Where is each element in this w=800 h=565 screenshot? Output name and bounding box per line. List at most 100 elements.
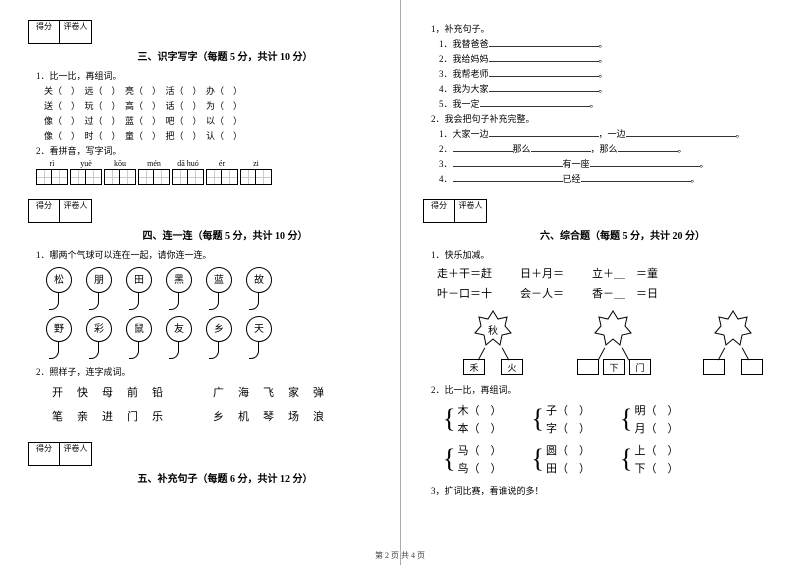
balloon-string-icon [209,341,219,359]
score-box-4: 得分 评卷人 [28,199,382,223]
answer-box: 下 [603,359,625,375]
star-icon: 秋 [473,309,513,349]
fill-line: 2．那么，那么。 [439,142,782,155]
compare-row: 关（ ） 远（ ） 亮（ ） 活（ ） 办（ ） [44,84,382,97]
word-char: 乡 [213,408,224,424]
brace-top: 马（ ） [457,442,501,458]
char-pair: ér [206,159,238,185]
balloon: 黑 [166,267,192,310]
score-cell: 得分 [28,442,60,466]
word-row: 开快母前铅 [52,384,163,400]
brace-icon: { [620,449,632,469]
balloon: 田 [126,267,152,310]
score-cell: 得分 [28,20,60,44]
balloon: 天 [246,316,272,359]
math-expr: 叶－口＝十 [437,285,492,301]
word-char: 场 [288,408,299,424]
brace-item: { 马（ ）鸟（ ） [443,442,501,476]
fill-sentence: 5．我一定。 [439,97,782,110]
q4-2-label: 2．照样子，连字成词。 [36,365,382,378]
compare-grid: 关（ ） 远（ ） 亮（ ） 活（ ） 办（ ）送（ ） 玩（ ） 高（ ） 话… [28,84,382,142]
word-char: 家 [288,384,299,400]
word-char: 笔 [52,408,63,424]
score-box-3: 得分 评卷人 [28,20,382,44]
pinyin-label: rì [50,159,55,169]
word-char: 海 [238,384,249,400]
word-char: 门 [127,408,138,424]
brace-item: { 木（ ）本（ ） [443,402,501,436]
balloon: 野 [46,316,72,359]
balloon-string-icon [209,292,219,310]
balloon-char: 野 [46,316,72,342]
score-box-5: 得分 评卷人 [28,442,382,466]
char-box [104,169,120,185]
math-row: 走＋干＝赶日＋月＝立＋＿ ＝童 [437,265,782,281]
balloon-char: 蓝 [206,267,232,293]
fill-sentence: 3．我帮老师。 [439,67,782,80]
pinyin-label: dā huó [177,159,199,169]
balloon-char: 田 [126,267,152,293]
balloon-char: 朋 [86,267,112,293]
brace-top: 子（ ） [546,402,590,418]
balloon-char: 鼠 [126,316,152,342]
brace-icon: { [531,409,543,429]
math-row: 叶－口＝十会－人＝香－＿ ＝日 [437,285,782,301]
balloon-char: 故 [246,267,272,293]
brace-row: { 木（ ）本（ ）{ 子（ ）字（ ）{ 明（ ）月（ ） [443,402,782,436]
star-icon [593,309,633,349]
brace-top: 上（ ） [634,442,678,458]
brace-bot: 下（ ） [634,460,678,476]
balloon-string-icon [129,292,139,310]
q4-1-label: 1．哪两个气球可以连在一起，请你连一连。 [36,248,382,261]
balloon-string-icon [49,292,59,310]
math-expr: 日＋月＝ [520,265,564,281]
char-box [256,169,272,185]
balloon-char: 彩 [86,316,112,342]
brace-icon: { [531,449,543,469]
brace-icon: { [443,449,455,469]
section-4-title: 四、连一连（每题 5 分，共计 10 分） [68,227,382,242]
char-pair: zi [240,159,272,185]
fill-line: 3．有一座。 [439,157,782,170]
balloon-string-icon [169,292,179,310]
balloon-char: 黑 [166,267,192,293]
char-pair: kōu [104,159,136,185]
word-char: 前 [127,384,138,400]
char-box [70,169,86,185]
word-row: 笔亲进门乐 [52,408,163,424]
star-icon [713,309,753,349]
char-box [120,169,136,185]
left-column: 得分 评卷人 三、识字写字（每题 5 分，共计 10 分） 1．比一比，再组词。… [0,0,400,565]
math-expr: 会－人＝ [520,285,564,301]
compare-row: 像（ ） 过（ ） 蓝（ ） 吧（ ） 以（ ） [44,114,382,127]
balloon: 松 [46,267,72,310]
math-expr: 走＋干＝赶 [437,265,492,281]
word-char: 乐 [152,408,163,424]
answer-box [577,359,599,375]
word-char: 琴 [263,408,274,424]
answer-box: 火 [501,359,523,375]
char-box [154,169,170,185]
char-box [86,169,102,185]
char-pair: dā huó [172,159,204,185]
balloon-char: 天 [246,316,272,342]
star-group [693,309,773,379]
char-box [188,169,204,185]
brace-bot: 田（ ） [546,460,590,476]
q3-2-label: 2．看拼音，写字词。 [36,144,382,157]
q6-3-label: 3，扩词比赛，看谁说的多！ [431,484,782,497]
brace-bot: 本（ ） [457,420,501,436]
star-group: 秋 禾 火 [453,309,533,379]
brace-top: 圆（ ） [546,442,590,458]
star-row: 秋 禾 火 下 门 [453,309,782,379]
pinyin-label: zi [253,159,259,169]
grader-cell: 评卷人 [60,20,92,44]
brace-item: { 圆（ ） 田（ ） [531,442,589,476]
grader-cell: 评卷人 [60,442,92,466]
sentence-fill-group: 1．我替爸爸。2．我给妈妈。3．我帮老师。4．我为大家。5．我一定。 [423,37,782,110]
score-cell: 得分 [423,199,455,223]
pinyin-row: rì yuè kōu mén dā huó ér zi [36,159,382,185]
char-pair: yuè [70,159,102,185]
grader-cell: 评卷人 [455,199,487,223]
fill-line: 1．大家一边，一边。 [439,127,782,140]
